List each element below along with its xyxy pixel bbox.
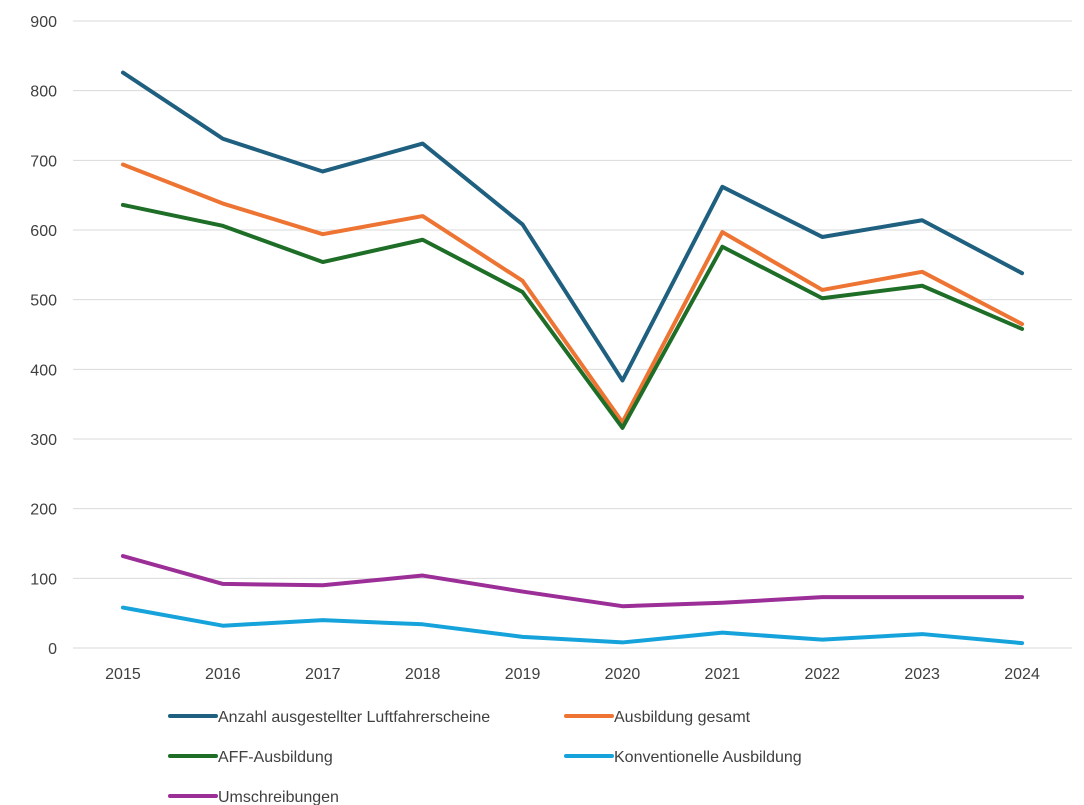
x-tick-label: 2016: [205, 666, 241, 683]
y-tick-label: 600: [30, 223, 57, 240]
x-axis-ticks: 2015 2016 2017 2018 2019 2020 2021 2022 2023 2024: [105, 666, 1040, 683]
series-line: [120, 70, 1025, 383]
data-point: [321, 260, 325, 264]
data-point: [521, 279, 525, 283]
data-point: [820, 288, 824, 292]
legend-item: Umschreibungen: [168, 789, 339, 805]
data-point: [421, 622, 425, 626]
data-point: [421, 214, 425, 218]
series-line: [120, 162, 1025, 425]
y-axis-ticks: 0 100 200 300 400 500 600 700 800 900: [30, 14, 57, 658]
data-point: [720, 185, 724, 189]
data-point: [121, 163, 125, 167]
x-tick-label: 2017: [305, 666, 341, 683]
series-4: [120, 554, 1025, 609]
x-tick-label: 2018: [405, 666, 441, 683]
data-point: [820, 296, 824, 300]
data-point: [1020, 641, 1024, 645]
x-tick-label: 2020: [605, 666, 641, 683]
data-point: [720, 631, 724, 635]
data-point: [720, 601, 724, 605]
data-point: [121, 606, 125, 610]
data-point: [1020, 327, 1024, 331]
data-point: [620, 378, 624, 382]
data-point: [720, 245, 724, 249]
data-point: [121, 554, 125, 558]
data-point: [221, 582, 225, 586]
series-line: [120, 202, 1025, 430]
data-point: [920, 270, 924, 274]
legend-label: AFF-Ausbildung: [218, 749, 333, 766]
data-point: [820, 235, 824, 239]
series-1: [120, 162, 1025, 425]
legend-item: Ausbildung gesamt: [564, 709, 751, 726]
series-0: [120, 70, 1025, 383]
data-point: [920, 632, 924, 636]
data-point: [920, 218, 924, 222]
data-point: [521, 635, 525, 639]
data-point: [521, 222, 525, 226]
y-tick-label: 800: [30, 84, 57, 101]
data-point: [620, 604, 624, 608]
data-point: [321, 618, 325, 622]
legend-label: Konventionelle Ausbildung: [614, 749, 802, 766]
data-point: [1020, 271, 1024, 275]
series-2: [120, 202, 1025, 430]
y-tick-label: 300: [30, 432, 57, 449]
data-point: [820, 638, 824, 642]
data-point: [421, 574, 425, 578]
data-point: [221, 224, 225, 228]
legend-label: Umschreibungen: [218, 789, 339, 805]
y-tick-label: 200: [30, 502, 57, 519]
series-line: [120, 605, 1025, 646]
data-point: [221, 624, 225, 628]
data-point: [620, 426, 624, 430]
data-point: [820, 595, 824, 599]
data-point: [221, 202, 225, 206]
x-tick-label: 2019: [505, 666, 541, 683]
data-point: [321, 583, 325, 587]
x-tick-label: 2021: [705, 666, 741, 683]
series-lines: [120, 70, 1025, 646]
data-point: [321, 169, 325, 173]
data-point: [521, 290, 525, 294]
legend-label: Anzahl ausgestellter Luftfahrerscheine: [218, 709, 490, 726]
data-point: [920, 284, 924, 288]
x-tick-label: 2015: [105, 666, 141, 683]
legend: Anzahl ausgestellter Luftfahrerscheine Au…: [168, 709, 802, 805]
x-tick-label: 2023: [904, 666, 940, 683]
y-tick-label: 500: [30, 293, 57, 310]
legend-item: Anzahl ausgestellter Luftfahrerscheine: [168, 709, 490, 726]
gridlines: [73, 20, 1072, 649]
data-point: [321, 232, 325, 236]
legend-item: Konventionelle Ausbildung: [564, 749, 802, 766]
data-point: [521, 590, 525, 594]
y-tick-label: 100: [30, 571, 57, 588]
legend-label: Ausbildung gesamt: [614, 709, 751, 726]
x-tick-label: 2024: [1004, 666, 1040, 683]
data-point: [121, 203, 125, 207]
data-point: [1020, 322, 1024, 326]
legend-item: AFF-Ausbildung: [168, 749, 333, 766]
data-point: [421, 238, 425, 242]
x-tick-label: 2022: [804, 666, 840, 683]
y-tick-label: 700: [30, 153, 57, 170]
data-point: [121, 71, 125, 75]
series-line: [120, 554, 1025, 609]
y-tick-label: 900: [30, 14, 57, 31]
data-point: [620, 640, 624, 644]
series-3: [120, 605, 1025, 646]
data-point: [1020, 595, 1024, 599]
y-tick-label: 400: [30, 362, 57, 379]
data-point: [920, 595, 924, 599]
data-point: [421, 142, 425, 146]
y-tick-label: 0: [48, 641, 57, 658]
data-point: [720, 230, 724, 234]
data-point: [221, 137, 225, 141]
